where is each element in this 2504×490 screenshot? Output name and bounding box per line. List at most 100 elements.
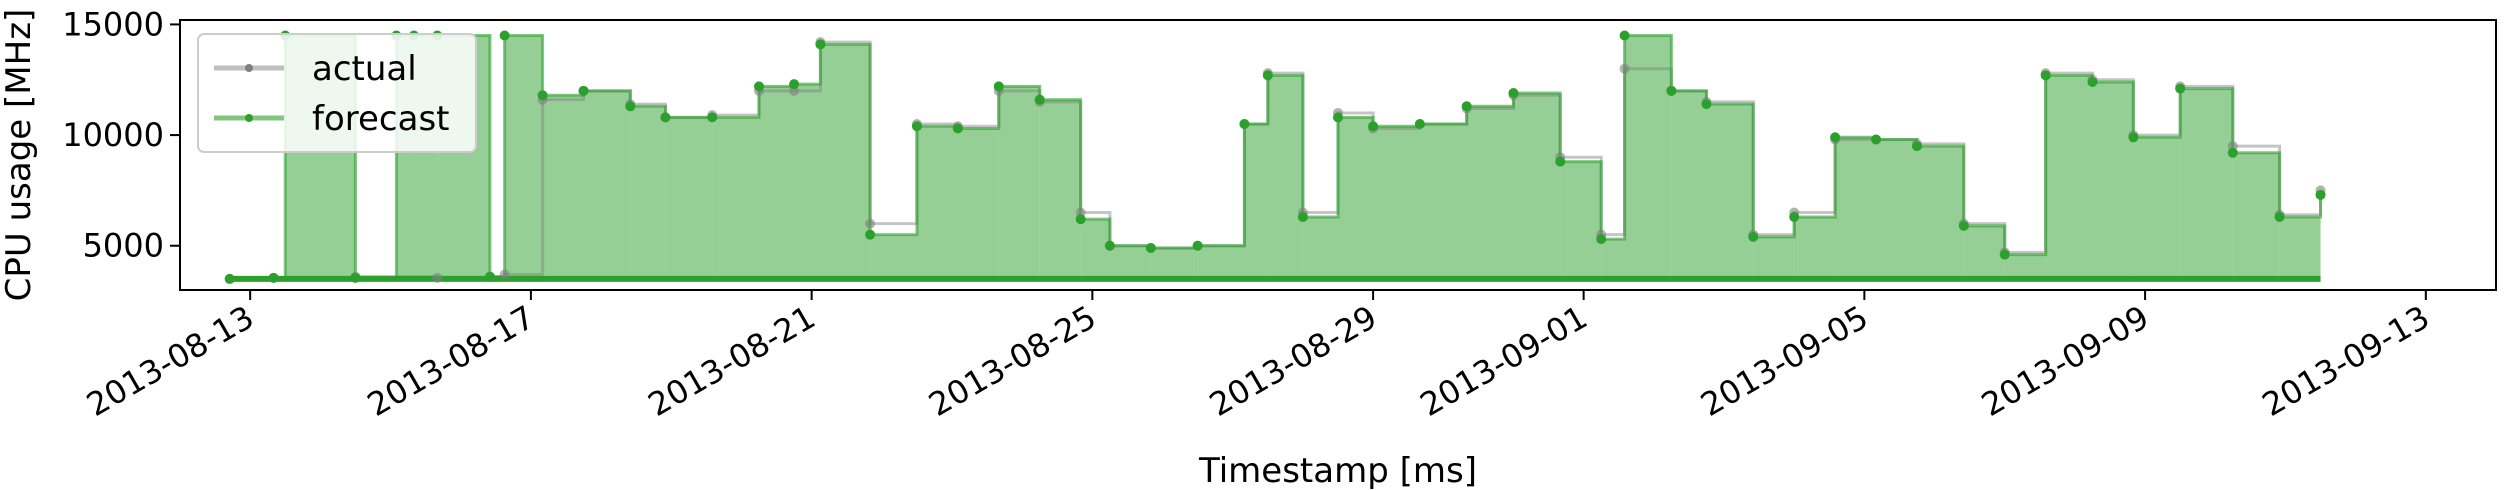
forecast-fill-span [1080,219,1110,279]
forecast-point [1619,30,1630,41]
series-markers [224,30,2326,284]
forecast-point [911,121,922,132]
forecast-point [1461,101,1472,112]
x-tick-label: 2013-09-13 [2256,298,2436,424]
forecast-fill-span [2092,81,2134,279]
forecast-fill-span [1039,99,1081,279]
forecast-fill-span [1338,117,1374,279]
y-axis-label: CPU usage [MHz] [0,9,39,302]
forecast-point [2128,132,2139,143]
legend-forecast-marker [245,114,253,122]
legend-actual-label: actual [312,49,417,89]
forecast-fill-span [665,117,713,279]
forecast-point [2040,70,2051,81]
x-tick-label: 2013-08-25 [922,298,1102,424]
x-tick-label: 2013-08-17 [361,298,541,424]
forecast-point [1596,234,1607,245]
y-tick-label: 10000 [62,116,164,154]
forecast-fill-span [1267,75,1303,279]
forecast-fill-span [2232,152,2280,279]
forecast-fill-span [630,106,666,279]
forecast-point [2087,76,2098,87]
legend-box [197,33,477,153]
forecast-point [1333,112,1343,123]
forecast-point [815,39,826,50]
forecast-point [1701,99,1712,110]
forecast-fill-span [1753,236,1795,279]
forecast-point [789,79,800,90]
forecast-point [1666,85,1677,96]
legend-actual-marker [245,64,253,72]
forecast-fill-span [712,117,759,279]
forecast-fill-span [1835,137,1877,279]
forecast-point [1748,231,1759,242]
x-axis-ticks: 2013-08-13 2013-08-17 2013-08-21 2013-08-25… [80,290,2436,424]
forecast-point [1145,242,1156,253]
legend: actual forecast [197,33,477,153]
forecast-fill-span [1513,93,1561,279]
forecast-fill-span [957,128,999,279]
forecast-point [1789,211,1800,222]
x-tick-label: 2013-09-09 [1975,298,2155,424]
forecast-fill-span [759,86,795,279]
x-axis-label: Timestamp [ms] [1198,451,1477,490]
actual-point [865,218,876,229]
forecast-fill-span [1624,35,1672,279]
x-tick-label: 2013-08-29 [1203,298,1383,424]
forecast-fill-span [1706,104,1754,279]
forecast-point [1999,249,2010,260]
x-tick-label: 2013-08-13 [80,298,260,424]
forecast-point [1555,156,1566,167]
forecast-point [1508,88,1519,99]
forecast-point [1912,141,1922,152]
actual-point [432,272,443,283]
forecast-point [2315,189,2326,200]
forecast-fill-span [504,35,543,279]
y-tick-label: 15000 [62,5,164,43]
forecast-fill-span [1419,124,1467,279]
forecast-point [1830,132,1841,143]
forecast-point [224,273,235,284]
forecast-fill-span [1373,126,1420,279]
forecast-point [268,272,279,283]
forecast-point [660,112,671,123]
forecast-point [625,101,636,112]
forecast-fill-span [1466,106,1514,279]
forecast-point [499,30,510,41]
forecast-fill-span [1150,247,1198,279]
forecast-fill-span [1302,216,1338,279]
forecast-point [754,81,764,92]
forecast-fill-span [820,44,871,279]
forecast-fill-span [1876,139,1917,279]
forecast-point [484,271,495,282]
forecast-point [1075,214,1086,225]
forecast-point [865,229,876,240]
forecast-point [993,81,1004,92]
forecast-fill-span [583,90,631,279]
forecast-point [1192,240,1203,251]
forecast-point [1104,240,1115,251]
forecast-point [952,123,963,134]
x-tick-label: 2013-09-05 [1694,298,1874,424]
forecast-fill-span [1794,216,1836,279]
forecast-fill-span [2133,137,2181,279]
actual-point [499,269,510,280]
forecast-point [1368,121,1379,132]
forecast-point [350,272,361,283]
forecast-fill-span [1963,225,2005,279]
forecast-fill-span [1560,161,1602,279]
x-tick-label: 2013-08-21 [642,298,822,424]
forecast-point [1262,70,1273,81]
y-tick-label: 5000 [83,227,164,265]
forecast-point [1297,211,1308,222]
forecast-fill-span [1197,245,1245,279]
forecast-fill-span [916,126,958,279]
forecast-fill-span [1601,239,1625,279]
forecast-fill-span [1109,245,1151,279]
forecast-point [1958,220,1969,231]
forecast-point [707,112,718,123]
forecast-point [537,90,548,101]
forecast-point [1871,134,1882,145]
forecast-point [578,85,589,96]
